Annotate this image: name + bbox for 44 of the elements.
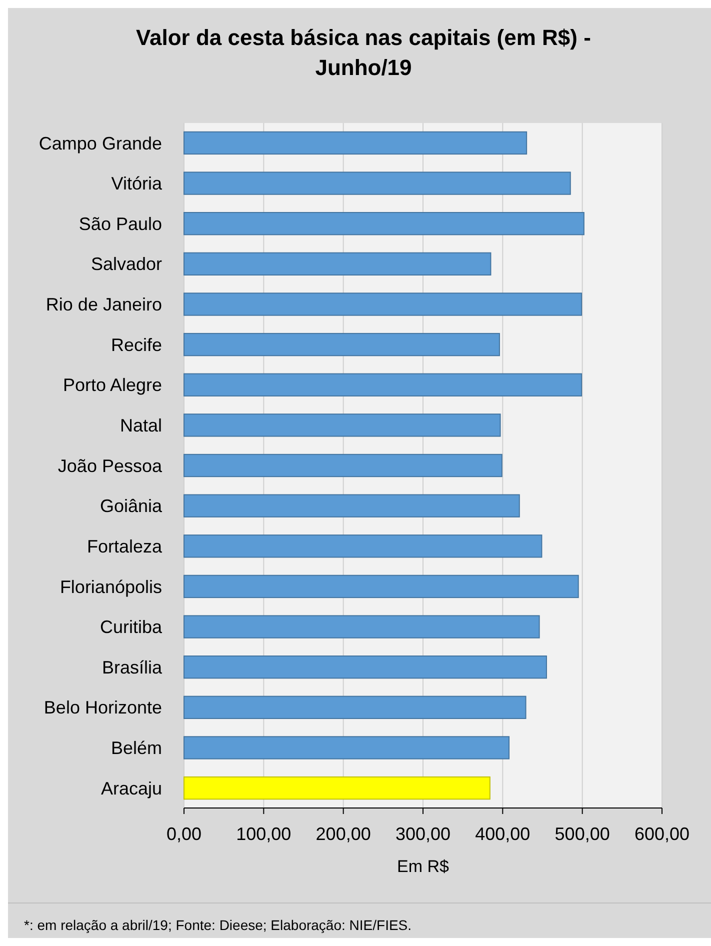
y-tick-label: Vitória (111, 174, 163, 194)
y-tick-label: Florianópolis (60, 576, 162, 597)
bar (184, 414, 501, 437)
x-tick-label: 0,00 (166, 824, 202, 844)
x-tick-label: 400,00 (475, 824, 530, 844)
y-tick-label: Aracaju (100, 778, 162, 798)
x-tick-label: 200,00 (316, 824, 371, 844)
x-tick-label: 600,00 (634, 824, 690, 844)
x-tick-label: 100,00 (236, 824, 292, 844)
bar (184, 131, 528, 155)
bar (184, 292, 582, 316)
bar (184, 696, 526, 719)
bar (184, 454, 502, 478)
bar (184, 736, 510, 760)
bar (184, 494, 520, 518)
bar (184, 252, 492, 276)
text: *: em relação a abril/19; Fonte: Dieese; Elaboração: NIE/FIES. (24, 917, 412, 933)
bar (184, 776, 490, 800)
x-axis-title: Em R$ (397, 857, 450, 876)
x-tick-label: 300,00 (395, 824, 451, 844)
y-tick-label: Recife (110, 334, 162, 355)
y-tick-label: Belo Horizonte (44, 698, 162, 718)
chart-title: Valor da cesta básica nas capitais (em R$) - Junho/19 (136, 25, 591, 80)
bar (184, 534, 542, 558)
y-tick-label: Campo Grande (38, 133, 162, 154)
bar (184, 615, 540, 638)
bar (184, 332, 500, 356)
y-tick-label: Salvador (90, 254, 162, 274)
y-tick-label: Porto Alegre (62, 375, 162, 396)
bar (184, 212, 584, 236)
x-tick-label: 500,00 (554, 824, 610, 844)
y-tick-label: São Paulo (78, 214, 162, 234)
bar (184, 373, 582, 396)
y-tick-label: Rio de Janeiro (46, 294, 162, 315)
y-tick-label: Brasília (102, 657, 163, 678)
bar (184, 172, 571, 195)
bar (184, 656, 547, 679)
y-tick-label: Curitiba (100, 617, 163, 638)
y-tick-label: Belém (110, 738, 162, 758)
y-tick-label: João Pessoa (58, 456, 163, 476)
y-tick-label: Natal (120, 415, 162, 436)
y-tick-label: Fortaleza (86, 536, 163, 556)
bar (184, 574, 579, 598)
y-tick-label: Goiânia (100, 496, 163, 516)
